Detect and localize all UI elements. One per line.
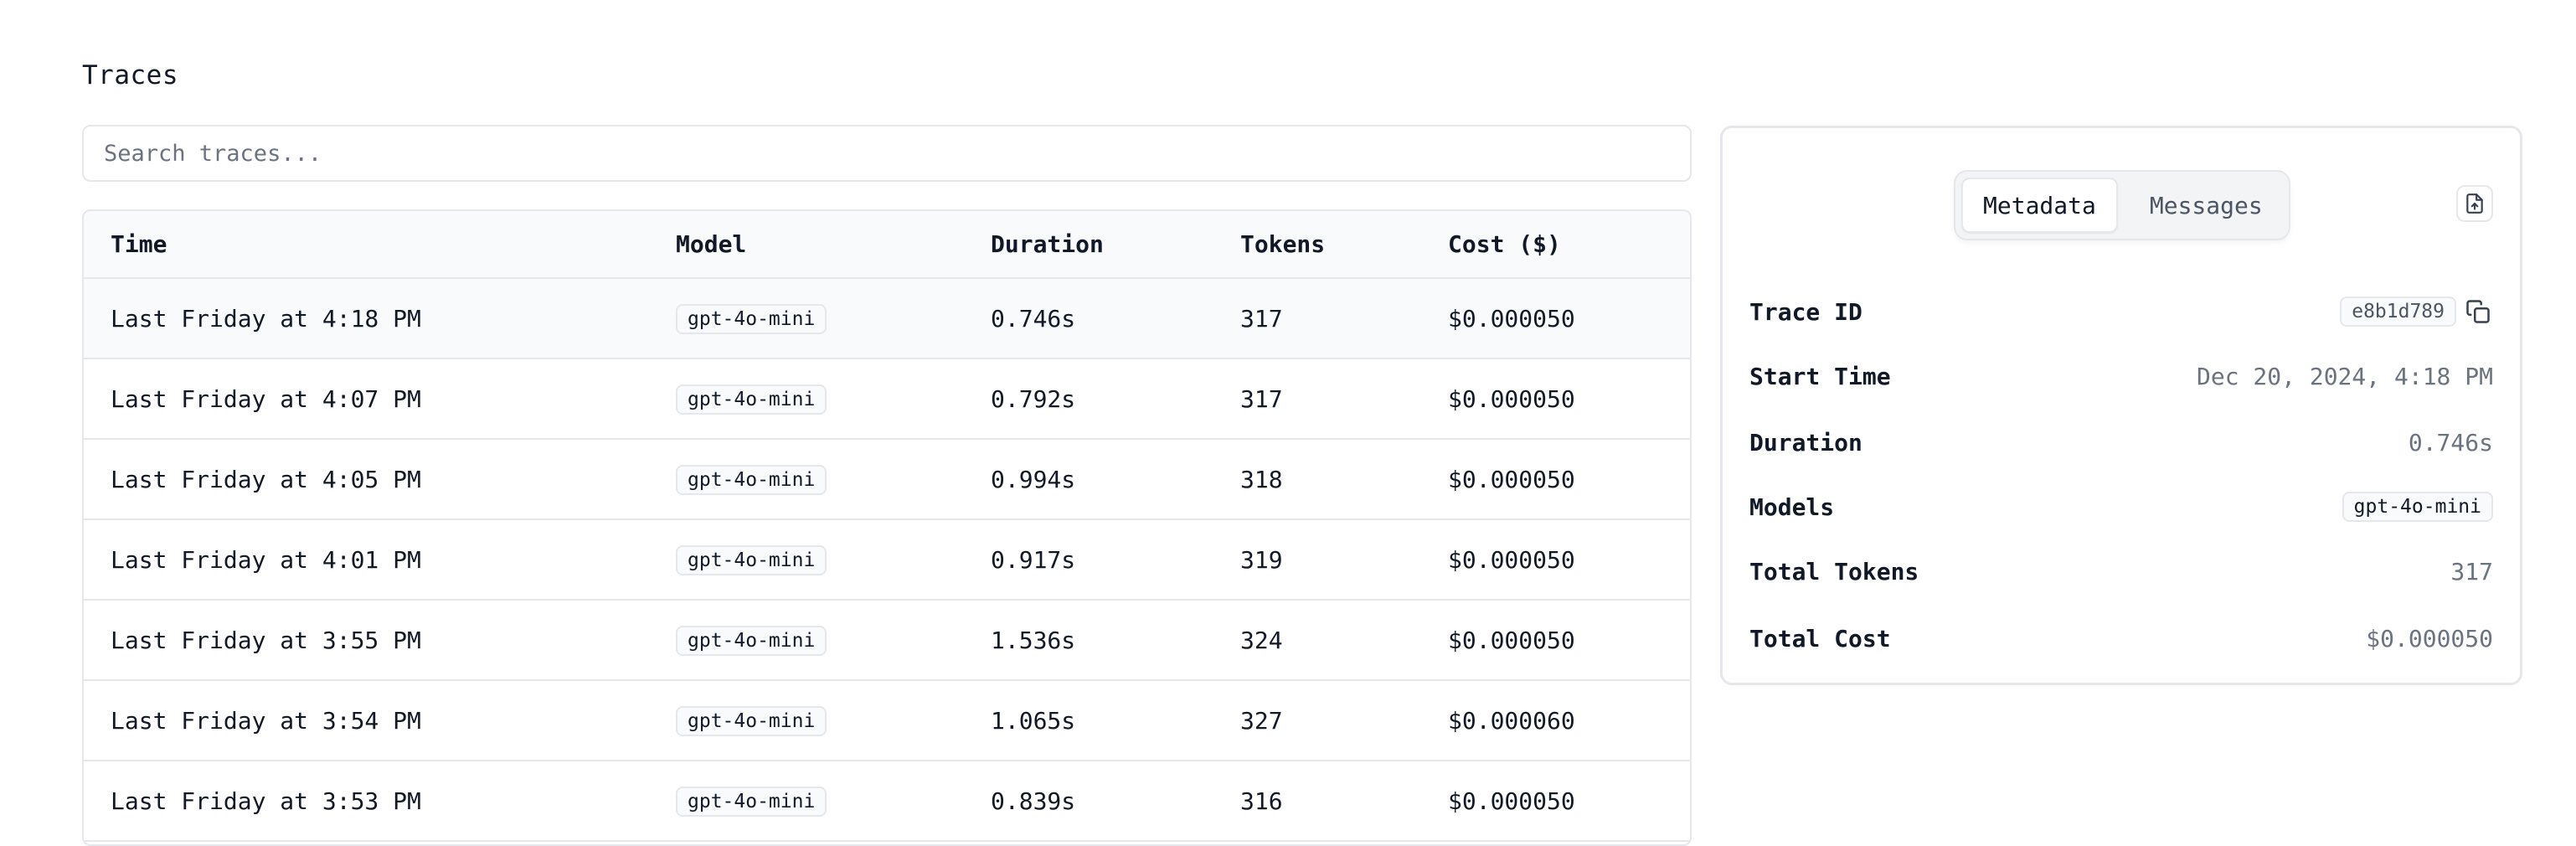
cell-duration: 0.917s	[991, 545, 1076, 574]
total-cost-label: Total Cost	[1749, 624, 1891, 653]
table-row[interactable]: Last Friday at 4:18 PM gpt-4o-mini 0.746…	[84, 278, 1690, 359]
trace-id-badge: e8b1d789	[2340, 297, 2456, 327]
cell-cost: $0.000060	[1448, 706, 1575, 735]
models-badge: gpt-4o-mini	[2342, 492, 2493, 522]
start-time-value: Dec 20, 2024, 4:18 PM	[2196, 362, 2493, 390]
cell-cost: $0.000050	[1448, 545, 1575, 574]
cell-model: gpt-4o-mini	[649, 278, 964, 359]
column-header-tokens[interactable]: Tokens	[1240, 230, 1326, 258]
meta-row-total-tokens: Total Tokens 317	[1749, 550, 2493, 592]
model-badge: gpt-4o-mini	[676, 544, 827, 575]
cell-duration: 1.536s	[991, 626, 1076, 654]
duration-value: 0.746s	[2408, 428, 2493, 457]
search-input[interactable]	[82, 125, 1692, 182]
cell-time: Last Friday at 3:54 PM	[111, 706, 421, 735]
cell-model: gpt-4o-mini	[649, 600, 964, 680]
cell-time: Last Friday at 4:18 PM	[111, 304, 421, 333]
cell-tokens: 317	[1240, 304, 1283, 333]
trace-details-panel: Metadata Messages Trace ID e8b1d789 Star…	[1720, 126, 2522, 685]
copy-trace-id-button[interactable]	[2463, 297, 2493, 327]
column-header-time[interactable]: Time	[111, 230, 167, 258]
cell-tokens: 327	[1240, 706, 1283, 735]
table-row[interactable]: Last Friday at 4:01 PM gpt-4o-mini 0.917…	[84, 519, 1690, 600]
traces-table: Time Model Duration Tokens Cost ($) Last…	[82, 209, 1692, 846]
total-tokens-label: Total Tokens	[1749, 557, 1919, 585]
meta-row-models: Models gpt-4o-mini	[1749, 486, 2493, 528]
meta-row-trace-id: Trace ID e8b1d789	[1749, 291, 2493, 333]
cell-model: gpt-4o-mini	[649, 519, 964, 600]
start-time-label: Start Time	[1749, 362, 1891, 390]
column-header-model[interactable]: Model	[676, 230, 747, 258]
cell-model: gpt-4o-mini	[649, 761, 964, 841]
model-badge: gpt-4o-mini	[676, 705, 827, 736]
meta-row-start-time: Start Time Dec 20, 2024, 4:18 PM	[1749, 355, 2493, 397]
table-row[interactable]: Last Friday at 4:07 PM gpt-4o-mini 0.792…	[84, 359, 1690, 439]
cell-time: Last Friday at 4:01 PM	[111, 545, 421, 574]
model-badge: gpt-4o-mini	[676, 786, 827, 817]
cell-cost: $0.000050	[1448, 465, 1575, 493]
export-button[interactable]	[2456, 185, 2493, 222]
cell-model: gpt-4o-mini	[649, 439, 964, 519]
cell-cost: $0.000050	[1448, 384, 1575, 413]
cell-model: gpt-4o-mini	[649, 680, 964, 761]
cell-cost: $0.000050	[1448, 787, 1575, 815]
trace-id-value-group: e8b1d789	[2340, 297, 2493, 327]
cell-time: Last Friday at 3:53 PM	[111, 787, 421, 815]
total-cost-value: $0.000050	[2366, 624, 2493, 653]
models-label: Models	[1749, 493, 1835, 521]
cell-tokens: 324	[1240, 626, 1283, 654]
tab-metadata[interactable]: Metadata	[1961, 178, 2118, 233]
duration-label: Duration	[1749, 428, 1862, 457]
cell-tokens: 317	[1240, 384, 1283, 413]
model-badge: gpt-4o-mini	[676, 464, 827, 495]
model-badge: gpt-4o-mini	[676, 625, 827, 656]
cell-model: gpt-4o-mini	[649, 359, 964, 439]
total-tokens-value: 317	[2450, 557, 2493, 585]
model-badge: gpt-4o-mini	[676, 384, 827, 415]
cell-duration: 0.746s	[991, 304, 1076, 333]
cell-tokens: 318	[1240, 465, 1283, 493]
table-row[interactable]: Last Friday at 3:55 PM gpt-4o-mini 1.536…	[84, 600, 1690, 680]
table-row[interactable]: Last Friday at 3:53 PM gpt-4o-mini 0.839…	[84, 761, 1690, 841]
cell-time: Last Friday at 3:55 PM	[111, 626, 421, 654]
model-badge: gpt-4o-mini	[676, 303, 827, 334]
table-row[interactable]: Last Friday at 4:05 PM gpt-4o-mini 0.994…	[84, 439, 1690, 519]
table-header-row: Time Model Duration Tokens Cost ($)	[84, 211, 1690, 278]
cell-cost: $0.000050	[1448, 304, 1575, 333]
page-title: Traces	[82, 60, 178, 90]
column-header-duration[interactable]: Duration	[991, 230, 1104, 258]
cell-duration: 0.994s	[991, 465, 1076, 493]
file-export-icon	[2466, 193, 2483, 214]
copy-icon	[2466, 300, 2490, 323]
column-header-cost[interactable]: Cost ($)	[1448, 230, 1561, 258]
cell-time: Last Friday at 4:07 PM	[111, 384, 421, 413]
cell-time: Last Friday at 4:05 PM	[111, 465, 421, 493]
table-row[interactable]: Last Friday at 3:54 PM gpt-4o-mini 1.065…	[84, 680, 1690, 761]
meta-row-total-cost: Total Cost $0.000050	[1749, 617, 2493, 659]
panel-tabs: Metadata Messages	[1954, 170, 2290, 240]
cell-duration: 0.839s	[991, 787, 1076, 815]
cell-tokens: 319	[1240, 545, 1283, 574]
tab-messages[interactable]: Messages	[2149, 191, 2263, 219]
cell-cost: $0.000050	[1448, 626, 1575, 654]
cell-tokens: 316	[1240, 787, 1283, 815]
cell-duration: 0.792s	[991, 384, 1076, 413]
trace-id-label: Trace ID	[1749, 297, 1862, 326]
meta-row-duration: Duration 0.746s	[1749, 421, 2493, 463]
cell-duration: 1.065s	[991, 706, 1076, 735]
